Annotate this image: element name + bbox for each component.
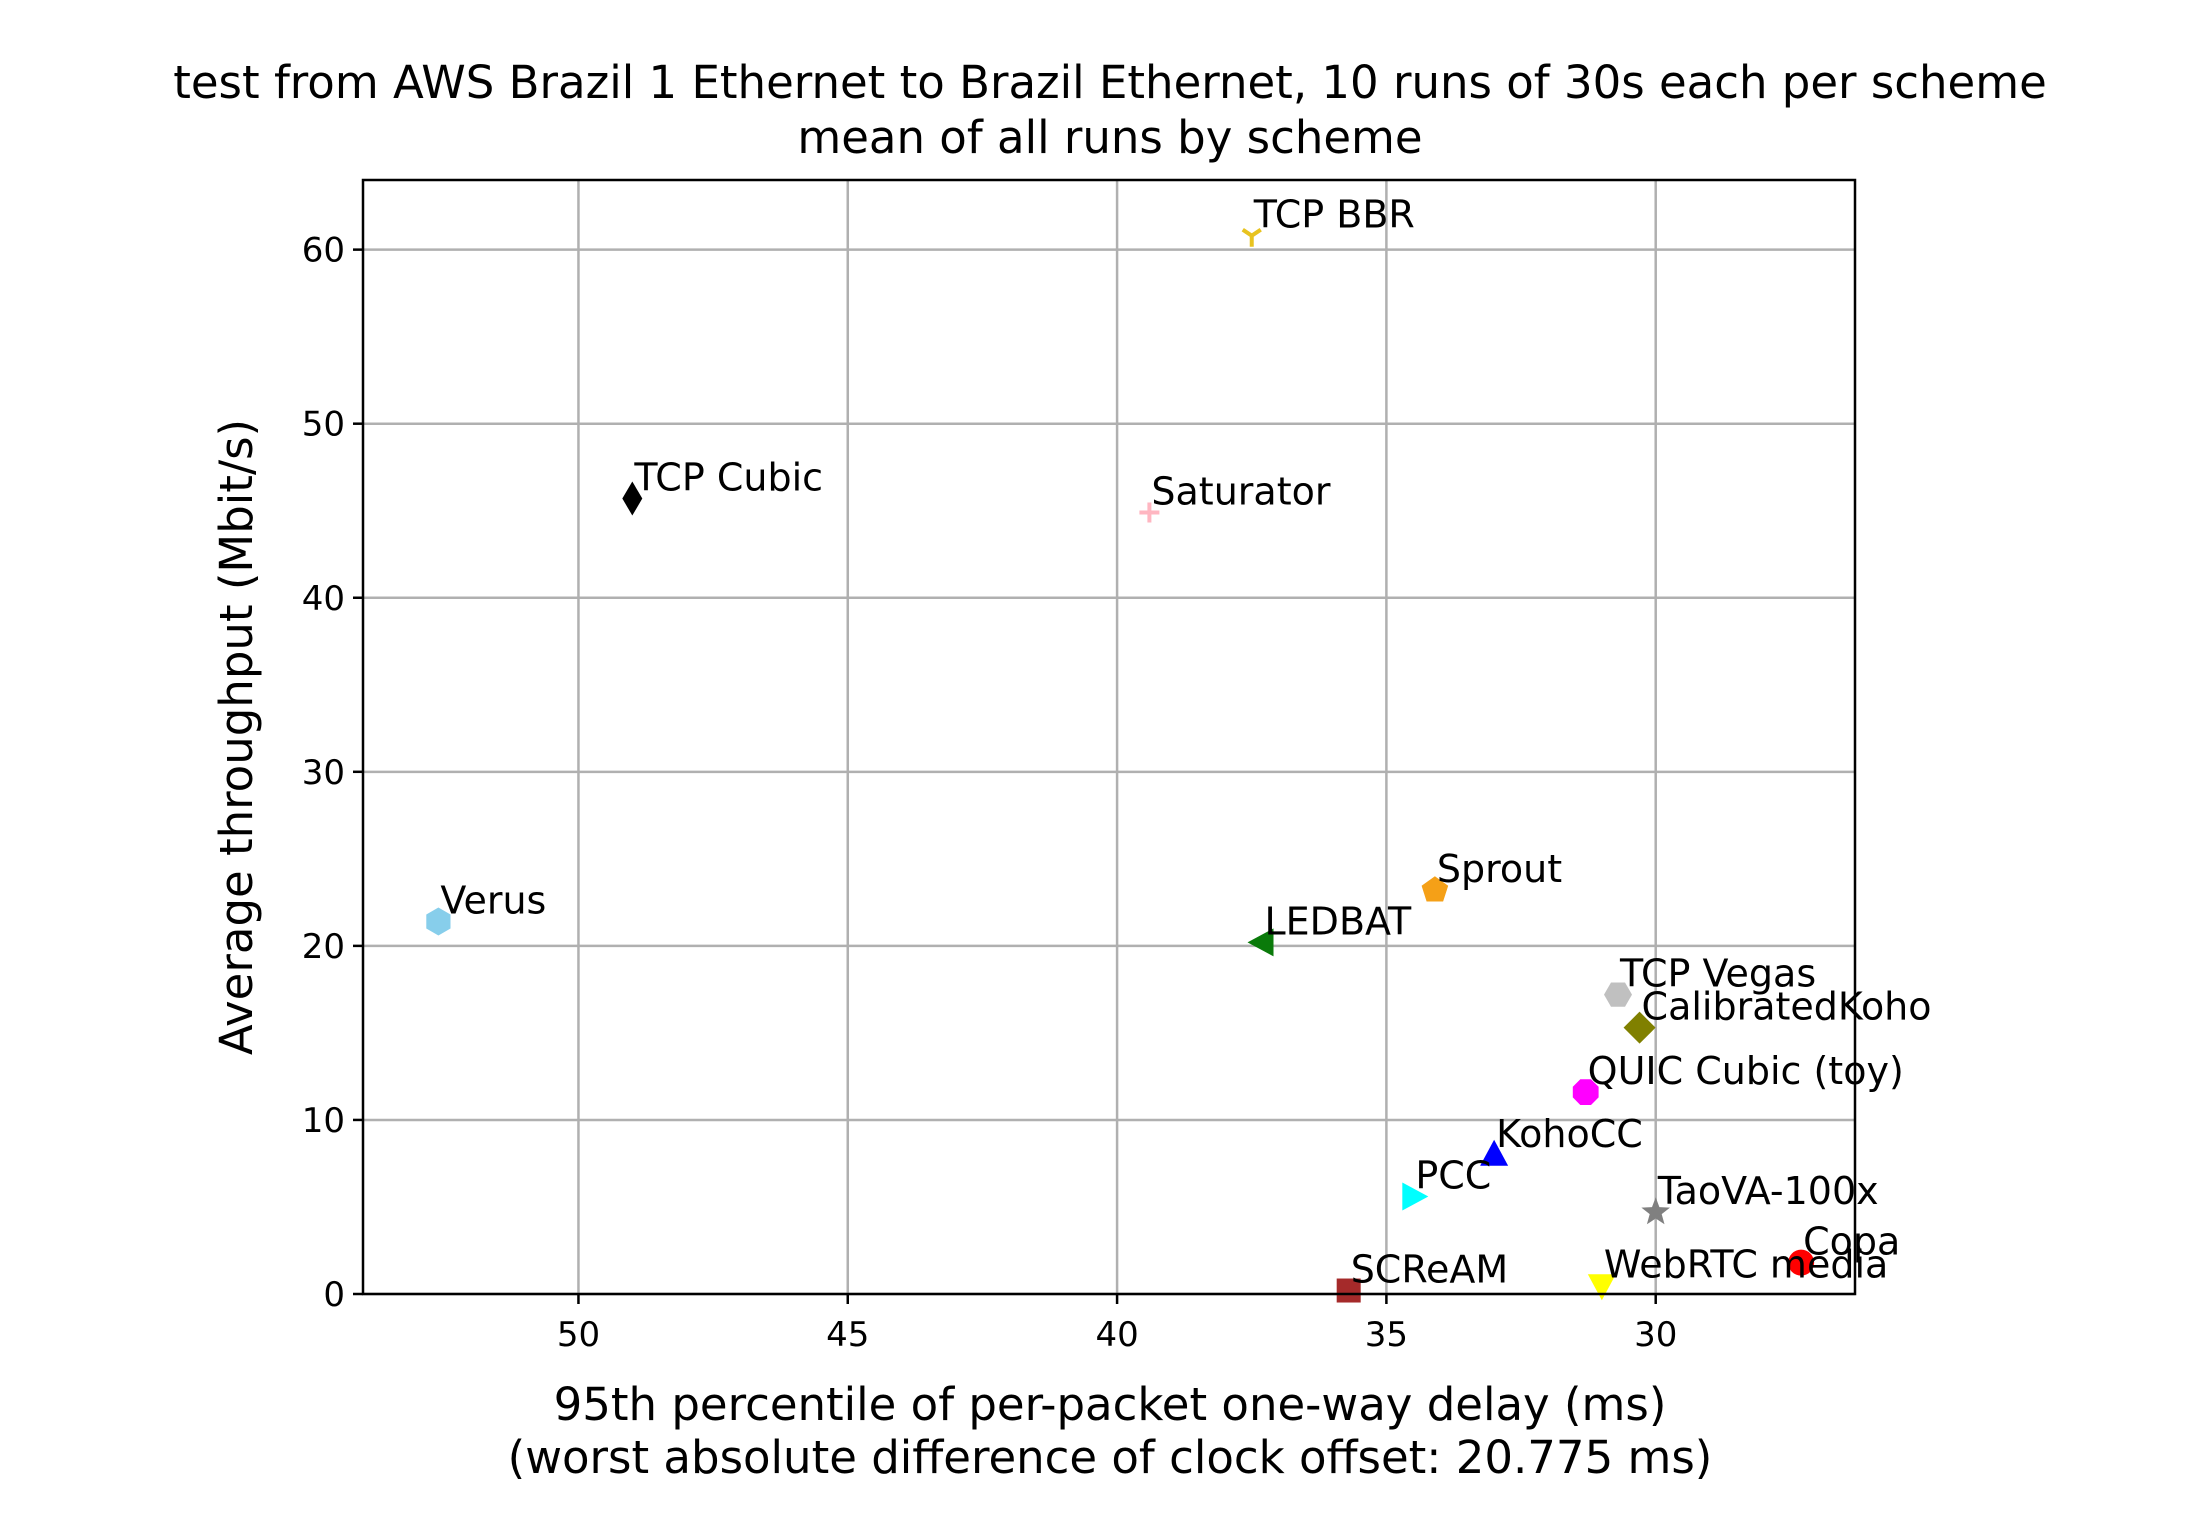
point-tcp-cubic <box>622 481 643 516</box>
point-scream <box>1336 1278 1361 1303</box>
data-points <box>426 228 1815 1303</box>
point-label-tcp-vegas: TCP Vegas <box>1619 952 1816 996</box>
point-webrtc-media <box>1587 1274 1616 1301</box>
point-label-scream: SCReAM <box>1351 1248 1509 1292</box>
x-tick-label: 50 <box>557 1315 600 1355</box>
x-tick-label: 30 <box>1634 1315 1677 1355</box>
x-tick-label: 40 <box>1095 1315 1138 1355</box>
y-tick-label: 60 <box>302 231 345 271</box>
chart-title: test from AWS Brazil 1 Ethernet to Brazi… <box>173 56 2047 109</box>
point-sprout <box>1421 876 1449 902</box>
point-label-saturator: Saturator <box>1151 469 1330 513</box>
point-label-tcp-bbr: TCP BBR <box>1253 193 1415 237</box>
point-copa <box>1788 1249 1815 1276</box>
point-calibratedkoho <box>1623 1011 1656 1044</box>
y-tick-label: 20 <box>302 927 345 967</box>
x-axis-label: 95th percentile of per-packet one-way de… <box>554 1378 1667 1431</box>
point-label-taova-100x: TaoVA-100x <box>1657 1169 1879 1213</box>
point-tcp-bbr <box>1241 228 1262 247</box>
point-ledbat <box>1247 928 1274 957</box>
point-label-webrtc-media: WebRTC media <box>1604 1242 1888 1286</box>
x-tick-label: 35 <box>1365 1315 1408 1355</box>
point-label-tcp-cubic: TCP Cubic <box>633 456 823 500</box>
point-pcc <box>1402 1182 1429 1211</box>
point-verus <box>426 907 451 936</box>
point-label-pcc: PCC <box>1415 1154 1491 1198</box>
point-label-copa: Copa <box>1803 1220 1900 1264</box>
point-saturator <box>1139 502 1160 523</box>
plot-frame <box>361 178 1857 1296</box>
point-labels: TCP BBR TCP Cubic Saturator Verus Sprout LEDB… <box>440 193 1931 1292</box>
point-quic-cubic-toy <box>1572 1079 1599 1105</box>
y-tick-label: 40 <box>302 579 345 619</box>
point-label-verus: Verus <box>440 879 546 923</box>
y-axis-label: Average throughput (Mbit/s) <box>210 419 263 1055</box>
point-label-quic-cubic-toy: QUIC Cubic (toy) <box>1588 1049 1904 1093</box>
y-tick-label: 0 <box>323 1275 345 1315</box>
y-tick-label: 10 <box>302 1101 345 1141</box>
point-label-ledbat: LEDBAT <box>1265 899 1413 943</box>
x-axis-label-secondary: (worst absolute difference of clock offs… <box>508 1431 1713 1484</box>
point-label-kohocc: KohoCC <box>1496 1112 1643 1156</box>
point-label-calibratedkoho: CalibratedKoho <box>1642 985 1932 1029</box>
chart-subtitle: mean of all runs by scheme <box>797 111 1422 164</box>
point-kohocc <box>1480 1139 1509 1166</box>
point-tcp-vegas <box>1604 982 1632 1007</box>
y-tick-label: 30 <box>302 753 345 793</box>
axis-ticks: 50 45 40 35 30 0 10 20 30 40 50 60 <box>302 231 1678 1355</box>
point-taova-100x <box>1641 1197 1670 1225</box>
point-label-sprout: Sprout <box>1437 847 1562 891</box>
x-tick-label: 45 <box>826 1315 869 1355</box>
y-tick-label: 50 <box>302 405 345 445</box>
